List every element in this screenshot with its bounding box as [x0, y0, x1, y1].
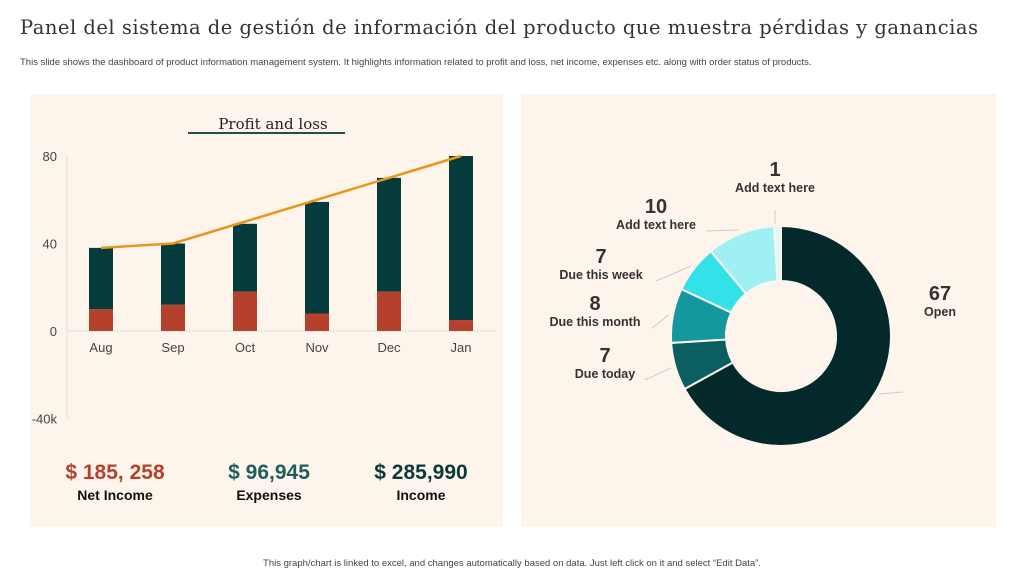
donut-slice — [683, 224, 892, 447]
y-tick-label: 80 — [43, 149, 57, 164]
bar-profit — [89, 247, 113, 310]
slice-label: Due this week — [559, 268, 642, 282]
x-tick-label: Sep — [161, 340, 184, 355]
bar-loss — [233, 291, 257, 331]
slice-label: Add text here — [735, 181, 815, 195]
y-tick-label: 0 — [50, 324, 57, 339]
slice-label: Due this month — [550, 315, 641, 329]
stat-expenses: $ 96,945 Expenses — [199, 461, 339, 503]
stat-label: Net Income — [77, 487, 153, 503]
slice-value: 7 — [595, 246, 606, 268]
page-title: Panel del sistema de gestión de informac… — [20, 16, 979, 39]
slice-value: 67 — [929, 283, 951, 305]
slice-label: Add text here — [616, 218, 696, 232]
slice-value: 8 — [589, 293, 600, 315]
bar-loss — [161, 304, 185, 331]
x-tick-label: Jan — [451, 340, 472, 355]
y-tick-label: -40k — [32, 412, 58, 427]
trend-line — [100, 154, 462, 250]
footer-note: This graph/chart is linked to excel, and… — [263, 558, 761, 569]
bar-loss — [89, 309, 113, 331]
stat-label: Expenses — [236, 487, 302, 503]
stat-value: $ 96,945 — [228, 461, 310, 484]
donut-slice — [773, 224, 782, 283]
x-tick-label: Nov — [305, 340, 329, 355]
x-tick-label: Aug — [89, 340, 112, 355]
bar-profit — [377, 177, 401, 292]
slice-label: Open — [924, 305, 956, 319]
chart-title: Profit and loss — [218, 115, 327, 133]
stat-label: Income — [396, 487, 446, 503]
y-tick-label: 40 — [43, 237, 57, 252]
order-status-panel — [521, 94, 996, 527]
leader-line — [879, 391, 904, 395]
slice-value: 7 — [599, 345, 610, 367]
page-subtitle: This slide shows the dashboard of produc… — [20, 57, 812, 68]
stat-net-income: $ 185, 258 Net Income — [45, 461, 185, 503]
stat-income: $ 285,990 Income — [351, 461, 491, 503]
stat-value: $ 185, 258 — [65, 461, 165, 484]
leader-line — [644, 367, 672, 381]
leader-line — [706, 229, 740, 232]
slice-value: 1 — [769, 159, 780, 181]
bar-loss — [449, 320, 473, 331]
slice-value: 10 — [645, 196, 667, 218]
x-tick-label: Dec — [377, 340, 401, 355]
bar-loss — [305, 313, 329, 331]
bar-profit — [161, 243, 185, 305]
bar-profit — [449, 156, 473, 321]
bar-profit — [233, 223, 257, 292]
bar-loss — [377, 291, 401, 331]
leader-line — [651, 314, 670, 329]
bar-profit — [305, 201, 329, 314]
leader-line — [655, 265, 692, 282]
stat-value: $ 285,990 — [374, 461, 468, 484]
slice-label: Due today — [575, 367, 635, 381]
x-tick-label: Oct — [235, 340, 256, 355]
